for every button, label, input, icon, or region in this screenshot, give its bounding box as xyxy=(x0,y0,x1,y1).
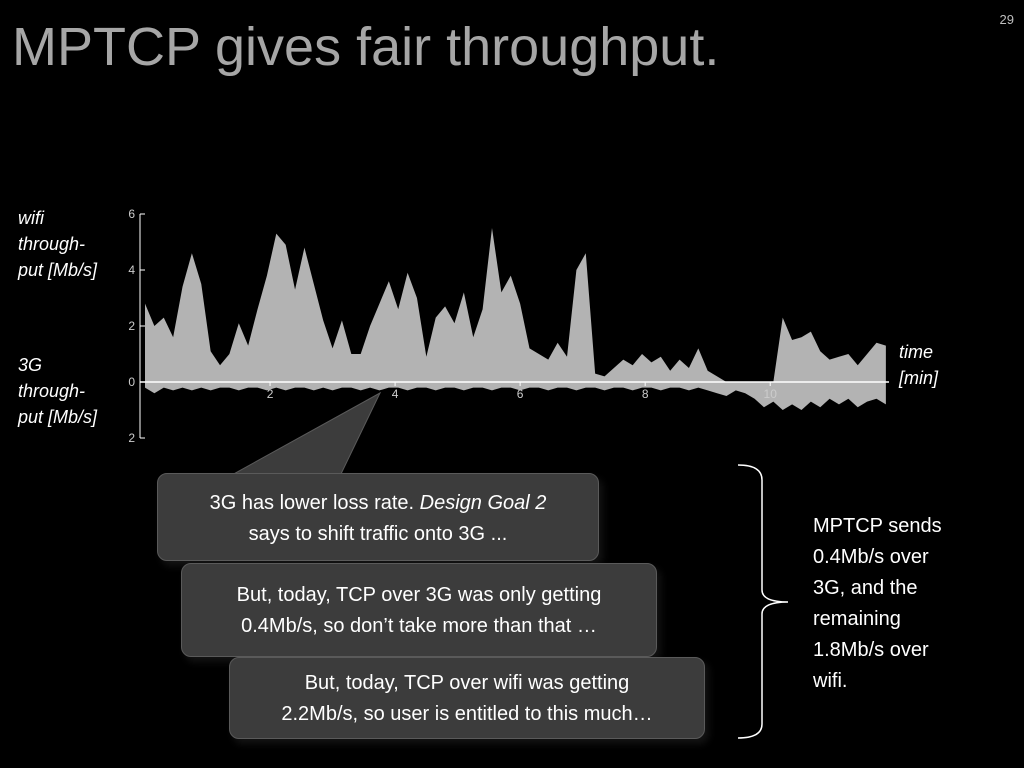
x-tick-label: 8 xyxy=(642,387,649,401)
callout-1-line1: 3G has lower loss rate. Design Goal 2 xyxy=(168,488,588,519)
x-tick-label: 10 xyxy=(764,387,778,401)
y-tick-label: 2 xyxy=(128,319,135,333)
callout-3-line2: 2.2Mb/s, so user is entitled to this muc… xyxy=(281,703,653,725)
x-tick-label: 2 xyxy=(267,387,274,401)
y-tick-label: 6 xyxy=(128,207,135,221)
slide-title: MPTCP gives fair throughput. xyxy=(12,17,720,77)
time-axis-label: time [min] xyxy=(899,339,938,391)
3g-label-line2: through- xyxy=(18,381,86,401)
callout-loss-rate: 3G has lower loss rate. Design Goal 2 sa… xyxy=(157,473,599,561)
callout-1-design-goal: Design Goal 2 xyxy=(419,492,547,514)
summary-line4: remaining xyxy=(813,608,901,630)
3g-throughput-area xyxy=(145,382,886,410)
summary-line2: 0.4Mb/s over xyxy=(813,546,929,568)
summary-line3: 3G, and the xyxy=(813,577,918,599)
summary-line6: wifi. xyxy=(813,670,848,692)
callout-pointer xyxy=(228,391,382,477)
mptcp-summary: MPTCP sends 0.4Mb/s over 3G, and the rem… xyxy=(813,511,993,697)
callout-3g-rate: But, today, TCP over 3G was only getting… xyxy=(181,563,657,657)
callout-1-text: 3G has lower loss rate. xyxy=(209,492,420,514)
wifi-throughput-label: wifi through- put [Mb/s] xyxy=(18,205,97,283)
time-label-line1: time xyxy=(899,342,934,362)
wifi-label-line2: through- xyxy=(18,234,86,254)
callout-2-line1: But, today, TCP over 3G was only getting xyxy=(236,584,602,606)
summary-line1: MPTCP sends xyxy=(813,515,942,537)
y-tick-label: 4 xyxy=(128,263,135,277)
3g-label-line3: put [Mb/s] xyxy=(18,407,98,427)
wifi-label-line3: put [Mb/s] xyxy=(18,260,98,280)
y-tick-label: 2 xyxy=(128,431,135,445)
x-tick-label: 4 xyxy=(392,387,399,401)
callout-wifi-rate: But, today, TCP over wifi was getting 2.… xyxy=(229,657,705,739)
3g-throughput-label: 3G through- put [Mb/s] xyxy=(18,352,97,430)
callout-1-line2: says to shift traffic onto 3G ... xyxy=(248,523,508,545)
callout-3-line1: But, today, TCP over wifi was getting xyxy=(304,672,630,694)
slide-number: 29 xyxy=(999,12,1014,27)
summary-brace xyxy=(737,464,789,739)
callout-2-line2: 0.4Mb/s, so don’t take more than that … xyxy=(241,615,597,637)
wifi-label-line1: wifi xyxy=(18,208,44,228)
y-tick-label: 0 xyxy=(128,375,135,389)
time-label-line2: [min] xyxy=(899,368,939,388)
summary-line5: 1.8Mb/s over xyxy=(813,639,929,661)
wifi-throughput-area xyxy=(145,228,886,382)
x-tick-label: 6 xyxy=(517,387,524,401)
3g-label-line1: 3G xyxy=(18,355,43,375)
